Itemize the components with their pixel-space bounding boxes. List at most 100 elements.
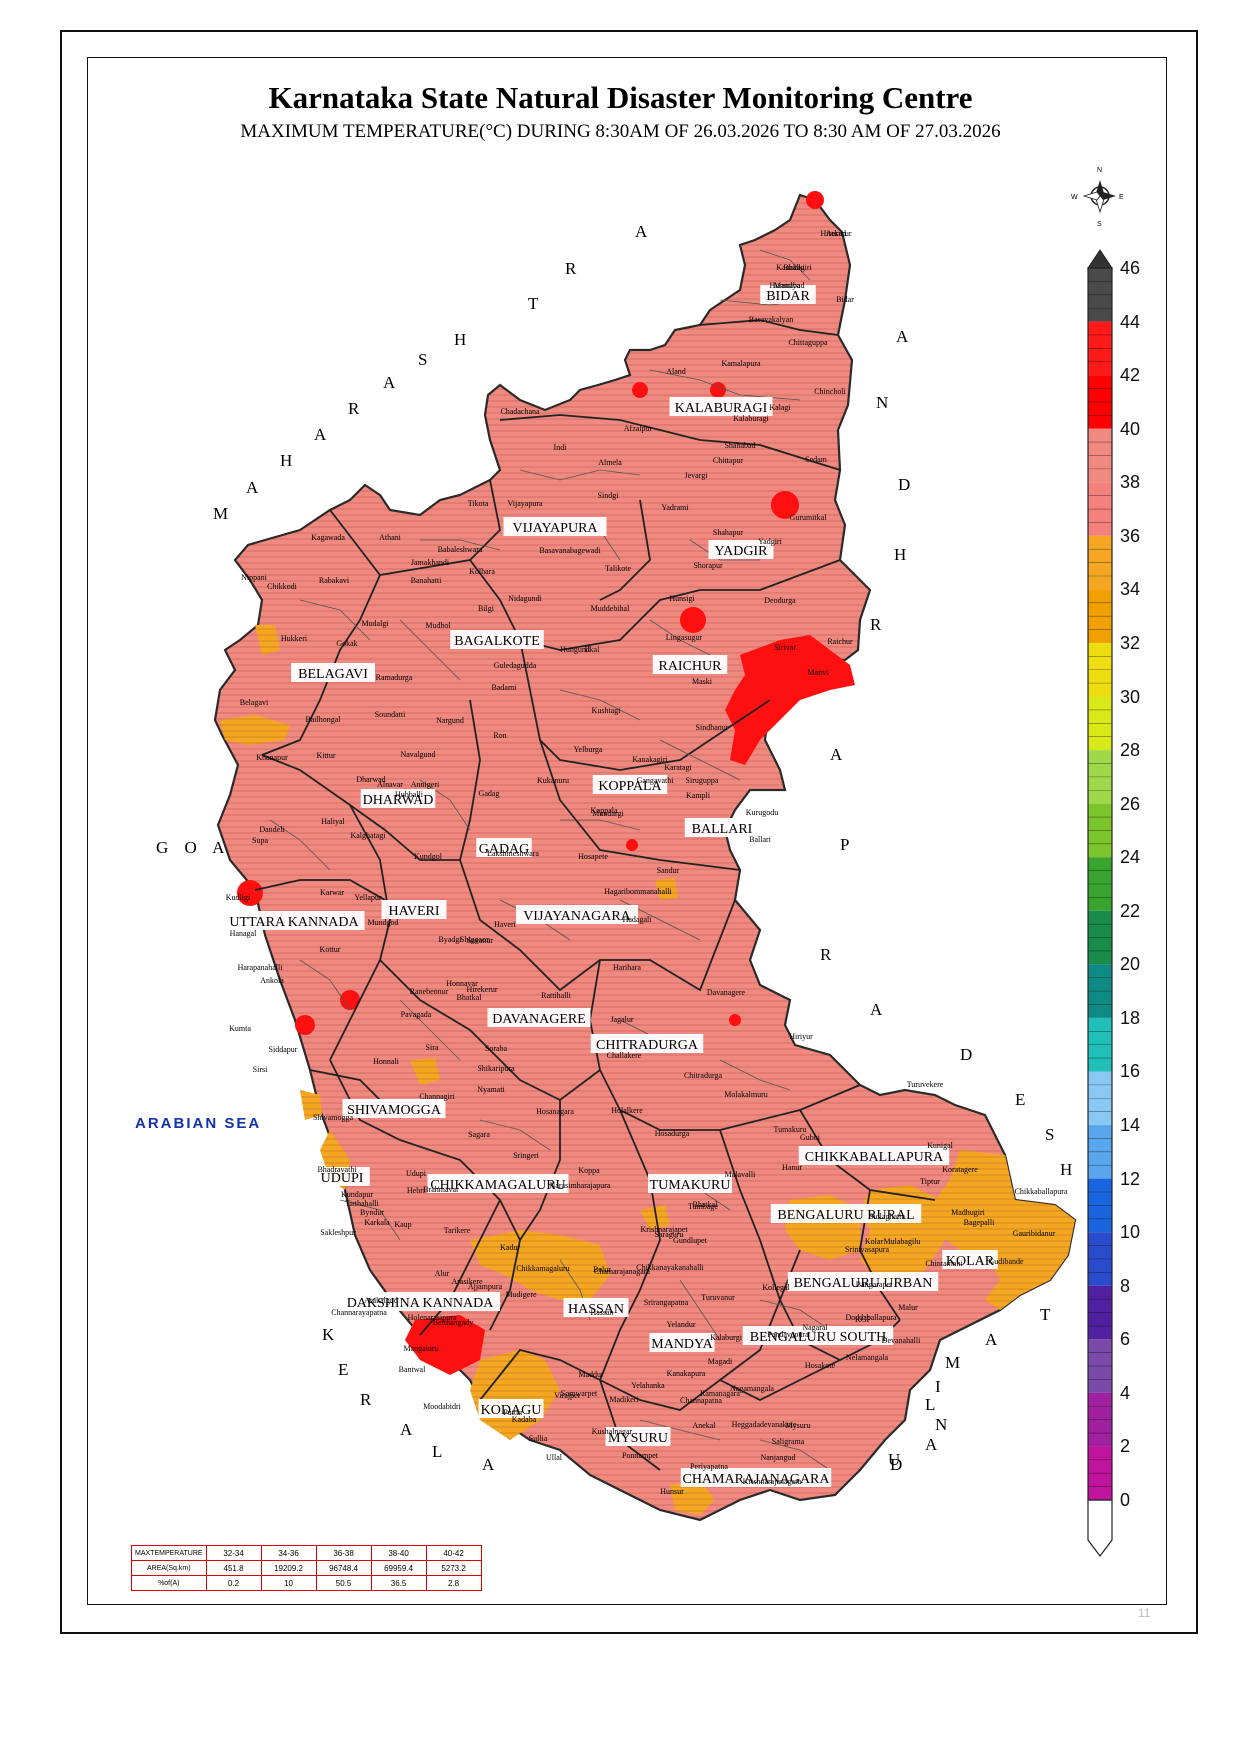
taluk-label: Koppala xyxy=(590,806,618,815)
taluk-label: Dandeli xyxy=(259,825,285,834)
taluk-label: Alnavar xyxy=(377,780,403,789)
taluk-label: Yelburga xyxy=(574,745,603,754)
svg-text:A: A xyxy=(830,745,843,764)
district-label-bg xyxy=(680,1468,832,1487)
legend-tick-label: 24 xyxy=(1120,847,1141,868)
table-cell: 36.5 xyxy=(370,1575,427,1591)
legend-tick-label: 42 xyxy=(1120,365,1141,386)
taluk-label: Hubballi xyxy=(395,790,424,799)
page-number: 11 xyxy=(1138,1606,1151,1620)
svg-text:S: S xyxy=(1045,1125,1054,1144)
district-label-bg xyxy=(503,517,607,536)
district-label: CHITRADURGA xyxy=(596,1038,699,1053)
taluk-label: Malavalli xyxy=(725,1170,756,1179)
taluk-label: Aland xyxy=(666,367,686,376)
taluk-label: Tumakuru xyxy=(773,1125,806,1134)
taluk-label: Bhalki xyxy=(783,263,805,272)
svg-text:R: R xyxy=(820,945,832,964)
district-labels: BIDAR KALABURAGI YADGIR VIJAYAPURA BAGALKOTE… xyxy=(223,285,998,1487)
district-label: RAICHUR xyxy=(658,659,722,674)
taluk-label: Bailhongal xyxy=(305,715,341,724)
temperature-area-table: MAXTEMPERATURE 32-34 34-36 36-38 38-40 4… xyxy=(131,1545,482,1591)
taluk-label: Shahabad xyxy=(724,441,755,450)
taluk-label: Shorapur xyxy=(693,561,723,570)
taluk-label: Chintamani xyxy=(925,1259,963,1268)
district-label-bg xyxy=(605,1427,671,1446)
taluk-label: Siddapur xyxy=(269,1045,298,1054)
taluk-label: Kukanuru xyxy=(537,776,569,785)
taluk-label: Kanakagiri xyxy=(776,263,812,272)
taluk-label: Bagepalli xyxy=(964,1218,995,1227)
legend-tick-label: 30 xyxy=(1120,686,1141,707)
svg-text:S: S xyxy=(418,350,427,369)
taluk-label: Tiptur xyxy=(920,1177,940,1186)
taluk-label: Nippani xyxy=(241,573,268,582)
map-title: Karnataka State Natural Disaster Monitor… xyxy=(268,80,973,115)
taluk-label: Hanur xyxy=(782,1163,802,1172)
taluk-label: Kushtagi xyxy=(592,706,622,715)
district-label: HAVERI xyxy=(388,904,439,919)
table-cell: 50.5 xyxy=(315,1575,372,1591)
taluk-label: Byadgi xyxy=(438,935,462,944)
col-header: 32-34 xyxy=(205,1545,262,1561)
district-label-bg xyxy=(487,1008,591,1027)
taluk-label: Nanjangud xyxy=(760,1453,795,1462)
taluk-label: Hunsur xyxy=(660,1487,684,1496)
svg-text:H: H xyxy=(454,330,466,349)
taluk-label: Krishnarajapet xyxy=(640,1225,688,1234)
taluk-label: Alur xyxy=(435,1269,450,1278)
svg-text:I: I xyxy=(935,1377,941,1396)
map-frame xyxy=(87,57,1167,1605)
taluk-label: Bhatkal xyxy=(693,1200,719,1209)
taluk-label: Chamarajanagara xyxy=(594,1267,650,1276)
taluk-label: Gubbi xyxy=(800,1133,821,1142)
district-label: GADAG xyxy=(479,842,530,857)
kerala-label: K E R A L A xyxy=(322,1325,495,1474)
svg-text:K: K xyxy=(322,1325,335,1344)
taluk-label: Deodurga xyxy=(764,596,796,605)
taluk-label: Chikkamagaluru xyxy=(516,1264,569,1273)
legend-tick-label: 22 xyxy=(1120,900,1141,921)
district-label-bg xyxy=(427,1174,569,1193)
district-label-bg xyxy=(770,1204,922,1223)
temperature-legend xyxy=(1087,249,1113,1557)
taluk-label: Pavagada xyxy=(401,1010,432,1019)
taluk-label: Sirsi xyxy=(253,1065,268,1074)
district-label: DHARWAD xyxy=(363,793,434,808)
taluk-label: Basavakalyan xyxy=(749,315,793,324)
taluk-label: Chadachana xyxy=(500,407,540,416)
taluk-label: Hosanagara xyxy=(536,1107,574,1116)
taluk-label: Arakalgud xyxy=(364,1296,398,1305)
legend-tick-label: 4 xyxy=(1120,1382,1131,1403)
taluk-label: Kottur xyxy=(320,945,341,954)
taluk-label: Chikkanayakanahalli xyxy=(636,1263,704,1272)
taluk-label: Belur xyxy=(593,1265,611,1274)
svg-text:A: A xyxy=(383,373,396,392)
district-label: DAVANAGERE xyxy=(492,1012,586,1027)
district-label-bg xyxy=(652,655,728,674)
taluk-label: Karatagi xyxy=(664,763,692,772)
svg-text:A: A xyxy=(635,222,648,241)
legend-tick-label: 32 xyxy=(1120,632,1141,653)
taluk-label: Sira xyxy=(426,1043,439,1052)
taluk-label: Saligrama xyxy=(772,1437,805,1446)
arabian-sea-label: ARABIAN SEA xyxy=(135,1115,261,1132)
district-label: MANDYA xyxy=(651,1337,713,1352)
district-label-bg xyxy=(760,285,816,304)
taluk-label: Turuvekere xyxy=(907,1080,944,1089)
table-cell: 69959.4 xyxy=(370,1560,427,1576)
svg-text:P: P xyxy=(840,835,849,854)
district-label-bg xyxy=(684,818,760,837)
taluk-label: Chincholi xyxy=(814,387,846,396)
taluk-label: Banahatti xyxy=(411,576,442,585)
taluk-label: Challakere xyxy=(607,1051,642,1060)
taluk-label: Kundgol xyxy=(414,852,443,861)
district-label-bg xyxy=(649,1333,715,1352)
taluk-label: Arasikere xyxy=(451,1277,483,1286)
taluk-label: Mandya xyxy=(774,281,801,290)
legend-tick-label: 46 xyxy=(1120,258,1141,278)
taluk-label: Savanur xyxy=(467,936,494,945)
district-label: CHAMARAJANAGARA xyxy=(682,1472,830,1487)
taluk-label: Kanakagiri xyxy=(632,755,668,764)
taluk-label: Byndur xyxy=(360,1208,384,1217)
